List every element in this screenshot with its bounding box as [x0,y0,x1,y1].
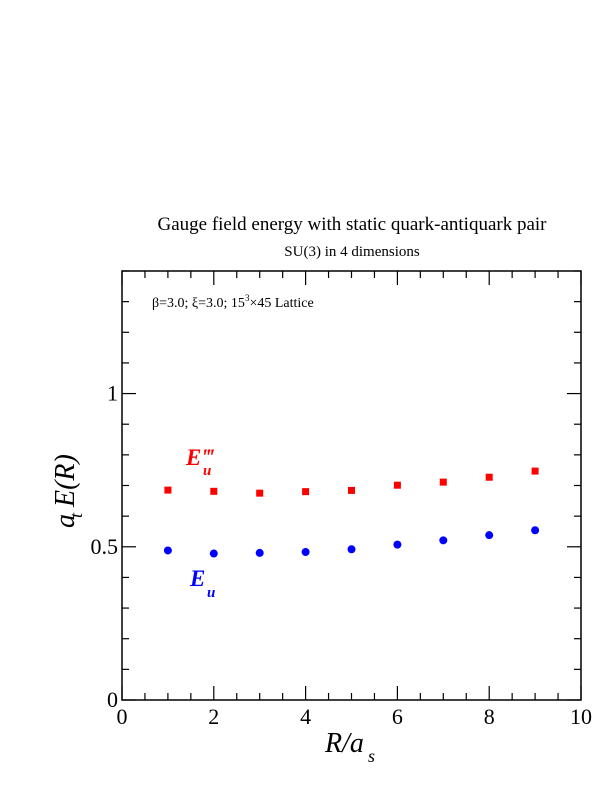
y-axis-label-group: a E(R) [50,454,81,528]
y-tick-labels: 00.51 [91,381,119,712]
data-point-eu [531,526,540,535]
series-label-eu: E [189,566,205,591]
y-axis-label-sub-group: t [66,512,86,518]
x-axis-label-sub: s [368,746,375,766]
data-point-eu [485,531,494,540]
x-tick-labels: 0 2 4 6 8 10 [117,704,593,729]
data-point-eu [301,547,310,556]
x-tick-label: 8 [484,704,495,729]
chart-title: Gauge field energy with static quark-ant… [157,214,547,235]
series-label-e-triple-prime-u: E‴ [185,445,214,470]
chart-subtitle: SU(3) in 4 dimensions [284,244,420,260]
x-tick-label: 0 [117,704,128,729]
x-tick-label: 4 [300,704,311,729]
lattice-annotation: β=3.0; ξ=3.0; 153×45 Lattice [152,293,314,311]
data-point-e-triple-prime-u [531,467,539,475]
data-point-e-triple-prime-u [439,478,447,486]
data-point-eu [255,548,264,557]
data-point-e-triple-prime-u [393,481,401,489]
data-point-e-triple-prime-u [485,473,493,481]
data-point-e-triple-prime-u [302,488,310,496]
y-tick-label: 1 [107,381,118,406]
x-tick-label: 6 [392,704,403,729]
y-tick-label: 0.5 [91,534,119,559]
y-axis-label: a E(R) [50,454,81,528]
data-point-eu [163,546,172,555]
data-point-eu [393,540,402,549]
data-point-e-triple-prime-u [210,487,218,495]
x-axis-label: R/a [324,728,364,759]
series-label-e-triple-prime-u-sub: u [203,463,211,479]
x-tick-label: 2 [208,704,219,729]
data-point-e-triple-prime-u [348,486,355,494]
lattice-annotation-tail: ×45 Lattice [249,296,313,311]
lattice-annotation-sup: 3 [245,293,250,303]
y-tick-label: 0 [107,687,118,712]
x-tick-label: 10 [570,704,592,729]
plot-frame [121,270,582,701]
data-points [163,467,540,558]
data-point-e-triple-prime-u [256,489,264,497]
data-point-e-triple-prime-u [164,486,172,494]
series-label-eu-sub: u [207,585,215,601]
y-axis-label-sub: t [66,512,86,518]
axis-ticks [121,270,582,701]
lattice-annotation-main: β=3.0; ξ=3.0; 15 [152,296,245,311]
data-point-eu [439,536,448,545]
data-point-eu [347,545,356,554]
data-point-eu [209,549,218,558]
